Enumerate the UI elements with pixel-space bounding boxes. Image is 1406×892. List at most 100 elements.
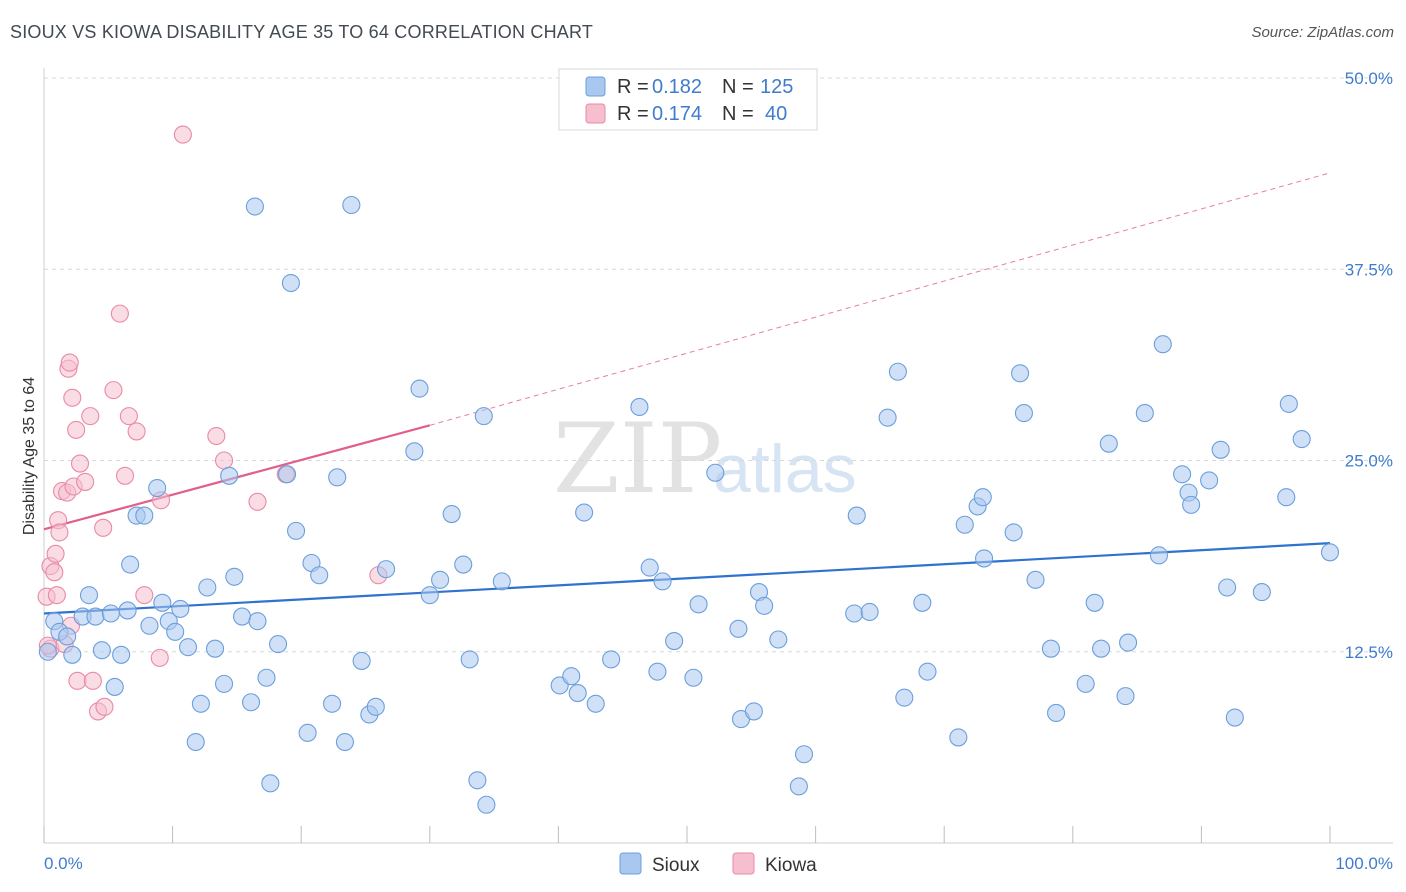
kiowa-point xyxy=(135,586,154,605)
source-credit: Source: ZipAtlas.com xyxy=(1251,24,1394,41)
sioux-point xyxy=(101,604,120,623)
kiowa-point xyxy=(60,353,79,372)
sioux-point xyxy=(153,593,172,612)
kiowa-point xyxy=(63,388,82,407)
sioux-point xyxy=(684,668,703,687)
kiowa-point xyxy=(214,451,234,470)
sioux-point xyxy=(1200,471,1219,490)
sioux-point xyxy=(1116,687,1135,706)
sioux-point xyxy=(248,612,267,631)
sioux-point xyxy=(492,572,511,591)
legend-r-value-sioux: 0.182 xyxy=(652,76,702,98)
sioux-point xyxy=(232,607,252,626)
sioux-point xyxy=(454,555,473,574)
kiowa-point xyxy=(119,407,138,426)
legend-swatch-kiowa xyxy=(585,103,606,124)
sioux-point xyxy=(261,774,280,793)
series-legend: Sioux Kiowa xyxy=(619,852,817,876)
sioux-point xyxy=(1211,440,1230,459)
sioux-point xyxy=(468,771,487,790)
sioux-point xyxy=(706,463,725,482)
kiowa-point xyxy=(115,466,135,485)
sioux-point xyxy=(442,504,461,524)
sioux-point xyxy=(186,732,205,752)
sioux-point xyxy=(1173,465,1192,484)
sioux-point xyxy=(335,732,354,752)
sioux-point xyxy=(575,503,594,522)
series-legend-label-kiowa: Kiowa xyxy=(765,855,817,876)
sioux-point xyxy=(298,723,317,742)
sioux-point xyxy=(847,506,866,525)
data-points xyxy=(37,125,1340,814)
legend-n-label-sioux: N = xyxy=(722,76,754,98)
sioux-point xyxy=(888,362,907,381)
y-tick-labels: 12.5% 25.0% 37.5% 50.0% xyxy=(1345,69,1393,662)
sioux-point xyxy=(171,599,190,618)
series-legend-swatch-kiowa xyxy=(732,852,755,875)
legend-n-value-sioux: 125 xyxy=(760,76,793,98)
sioux-point xyxy=(1047,703,1066,723)
sioux-point xyxy=(140,616,159,635)
y-axis-label: Disability Age 35 to 64 xyxy=(21,377,38,535)
sioux-point xyxy=(269,635,288,654)
sioux-point xyxy=(1041,639,1060,658)
sioux-point xyxy=(474,407,493,426)
sioux-point xyxy=(568,684,587,703)
kiowa-point xyxy=(47,586,66,605)
sioux-point xyxy=(1149,546,1169,565)
kiowa-point xyxy=(70,454,90,473)
sioux-point xyxy=(405,442,424,461)
sioux-point xyxy=(1320,543,1340,562)
sioux-point xyxy=(602,650,621,669)
sioux-point xyxy=(1099,434,1118,453)
sioux-point xyxy=(1279,394,1298,413)
legend-r-label-sioux: R = xyxy=(617,76,649,98)
kiowa-point xyxy=(81,407,100,426)
trend-lines xyxy=(43,172,1331,615)
series-legend-label-sioux: Sioux xyxy=(652,855,700,876)
sioux-point xyxy=(460,650,479,669)
y-tick-label: 50.0% xyxy=(1345,69,1393,88)
sioux-point xyxy=(1135,404,1154,423)
sioux-point xyxy=(1153,335,1172,354)
sioux-point xyxy=(845,604,864,623)
sioux-point xyxy=(913,593,932,612)
sioux-point xyxy=(257,668,276,687)
grid-lines xyxy=(44,77,1393,653)
sioux-point xyxy=(860,602,879,622)
sioux-point xyxy=(323,694,342,713)
kiowa-point xyxy=(95,697,114,716)
sioux-point xyxy=(121,555,140,574)
sioux-point xyxy=(1218,578,1237,597)
sioux-point xyxy=(973,488,992,507)
sioux-point xyxy=(648,662,667,681)
sioux-point xyxy=(794,745,814,764)
sioux-point xyxy=(205,639,225,658)
sioux-point xyxy=(112,645,131,664)
sioux-point xyxy=(328,468,347,487)
sioux-point xyxy=(477,795,496,814)
kiowa-point xyxy=(110,304,129,323)
sioux-point xyxy=(562,667,581,686)
sioux-point xyxy=(630,397,649,417)
sioux-point xyxy=(79,586,99,605)
sioux-point xyxy=(420,586,439,605)
trend-line-kiowa-extended xyxy=(429,172,1331,426)
sioux-point xyxy=(1076,674,1095,693)
legend-swatch-sioux xyxy=(585,76,606,97)
sioux-point xyxy=(118,601,137,620)
sioux-point xyxy=(895,688,914,707)
sioux-point xyxy=(225,567,244,586)
sioux-point xyxy=(105,677,124,696)
chart-title: SIOUX VS KIOWA DISABILITY AGE 35 TO 64 C… xyxy=(10,22,594,42)
sioux-point xyxy=(366,697,385,716)
watermark-atlas: atlas xyxy=(713,431,857,507)
sioux-point xyxy=(729,619,748,638)
sioux-point xyxy=(38,642,57,661)
sioux-point xyxy=(58,627,77,646)
kiowa-point xyxy=(67,420,86,439)
sioux-point xyxy=(744,702,763,721)
sioux-point xyxy=(1085,593,1104,612)
sioux-point xyxy=(92,641,111,660)
kiowa-point xyxy=(94,518,113,537)
